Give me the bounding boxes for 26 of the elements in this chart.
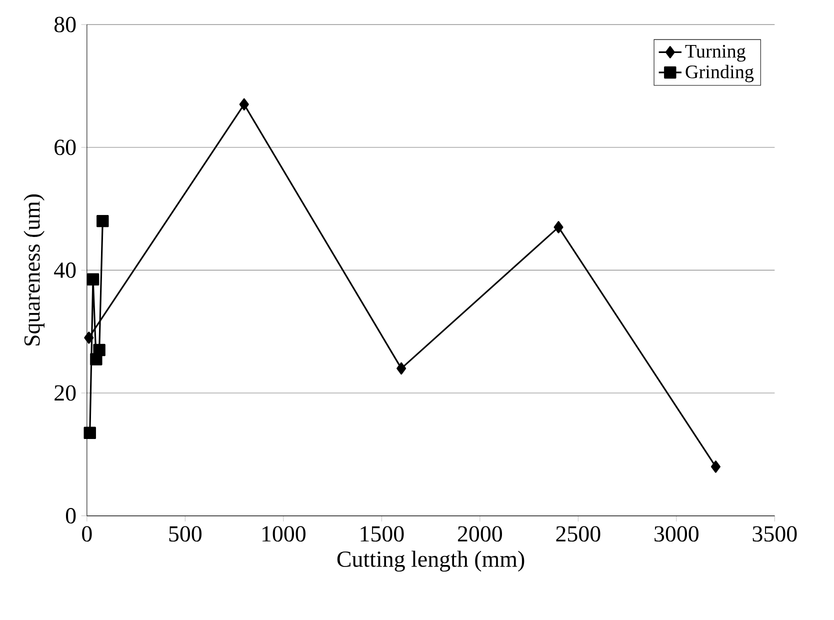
point <box>84 426 96 440</box>
x-tick-label: 1000 <box>262 526 306 542</box>
x-tick-label: 1500 <box>360 526 404 542</box>
point <box>84 332 94 344</box>
y-tick-label: 80 <box>54 16 76 32</box>
point <box>554 221 564 234</box>
x-axis-title: Cutting length (mm) <box>337 550 524 572</box>
point <box>93 344 106 356</box>
y-tick-label: 20 <box>54 385 76 401</box>
x-tick-label: 0 <box>82 526 92 542</box>
y-tick-label: 60 <box>54 140 76 156</box>
x-tick-label: 3500 <box>752 526 797 542</box>
y-tick-label: 0 <box>66 508 76 524</box>
y-tick-label: 40 <box>54 262 76 278</box>
point <box>710 460 720 473</box>
x-tick-label: 2000 <box>458 526 502 542</box>
y-axis-title: Squareness (um) <box>24 194 44 346</box>
point <box>239 98 249 111</box>
point <box>86 273 100 286</box>
legend-label: Turning <box>685 45 746 62</box>
x-tick-label: 2500 <box>556 526 600 542</box>
x-tick-label: 3000 <box>654 526 698 542</box>
legend-label: Grinding <box>686 64 754 82</box>
point <box>96 215 109 228</box>
point <box>396 362 406 375</box>
x-tick-label: 500 <box>169 526 202 542</box>
